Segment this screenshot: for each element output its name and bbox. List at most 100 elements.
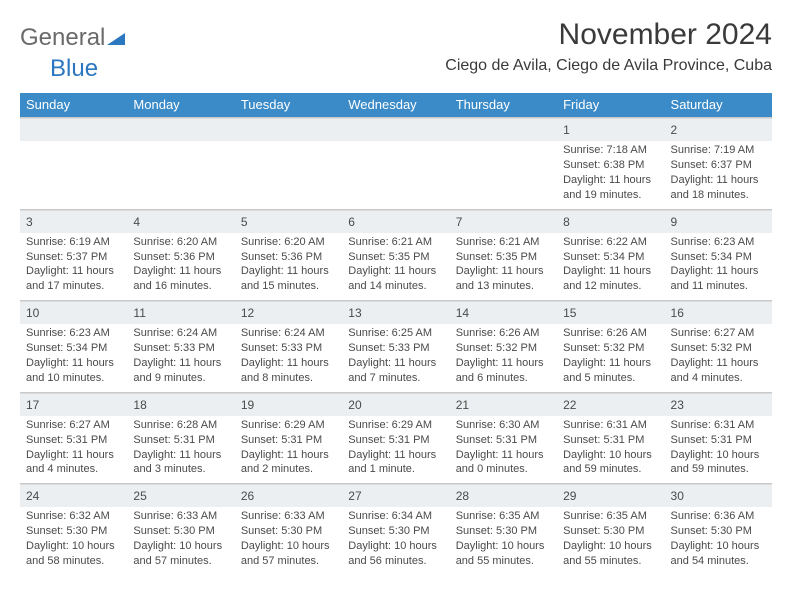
day-sunset: Sunset: 5:33 PM	[133, 341, 228, 356]
day-info: Sunrise: 6:29 AMSunset: 5:31 PMDaylight:…	[235, 416, 342, 483]
day-info: Sunrise: 6:29 AMSunset: 5:31 PMDaylight:…	[342, 416, 449, 483]
day-dl1: Daylight: 10 hours	[456, 539, 551, 554]
day-dl2: and 56 minutes.	[348, 554, 443, 569]
day-dl1: Daylight: 11 hours	[671, 173, 766, 188]
day-dl2: and 16 minutes.	[133, 279, 228, 294]
calendar-day-cell: 26Sunrise: 6:33 AMSunset: 5:30 PMDayligh…	[235, 483, 342, 575]
calendar-day-cell: 25Sunrise: 6:33 AMSunset: 5:30 PMDayligh…	[127, 483, 234, 575]
day-number: 28	[450, 484, 557, 507]
day-sunrise: Sunrise: 6:30 AM	[456, 418, 551, 433]
weekday-header-cell: Monday	[127, 93, 234, 117]
day-number: 25	[127, 484, 234, 507]
day-sunset: Sunset: 6:37 PM	[671, 158, 766, 173]
day-sunset: Sunset: 5:31 PM	[26, 433, 121, 448]
day-dl2: and 58 minutes.	[26, 554, 121, 569]
day-number: 14	[450, 301, 557, 324]
day-number: 5	[235, 210, 342, 233]
calendar-empty-cell	[450, 117, 557, 209]
day-number: 12	[235, 301, 342, 324]
day-number: 8	[557, 210, 664, 233]
weekday-header-cell: Thursday	[450, 93, 557, 117]
day-dl2: and 5 minutes.	[563, 371, 658, 386]
day-sunset: Sunset: 5:31 PM	[348, 433, 443, 448]
weekday-header-cell: Saturday	[665, 93, 772, 117]
calendar-day-cell: 22Sunrise: 6:31 AMSunset: 5:31 PMDayligh…	[557, 392, 664, 484]
day-dl2: and 8 minutes.	[241, 371, 336, 386]
day-info: Sunrise: 6:27 AMSunset: 5:32 PMDaylight:…	[665, 324, 772, 391]
day-info: Sunrise: 6:32 AMSunset: 5:30 PMDaylight:…	[20, 507, 127, 574]
day-sunset: Sunset: 5:34 PM	[563, 250, 658, 265]
day-info: Sunrise: 6:31 AMSunset: 5:31 PMDaylight:…	[665, 416, 772, 483]
day-number: 22	[557, 393, 664, 416]
day-sunset: Sunset: 5:34 PM	[26, 341, 121, 356]
calendar-day-cell: 9Sunrise: 6:23 AMSunset: 5:34 PMDaylight…	[665, 209, 772, 301]
day-sunset: Sunset: 5:35 PM	[456, 250, 551, 265]
day-info: Sunrise: 6:20 AMSunset: 5:36 PMDaylight:…	[235, 233, 342, 300]
day-info: Sunrise: 7:18 AMSunset: 6:38 PMDaylight:…	[557, 141, 664, 208]
day-sunrise: Sunrise: 6:33 AM	[241, 509, 336, 524]
day-dl1: Daylight: 10 hours	[241, 539, 336, 554]
day-info: Sunrise: 6:33 AMSunset: 5:30 PMDaylight:…	[127, 507, 234, 574]
day-dl2: and 11 minutes.	[671, 279, 766, 294]
logo-text-1: General	[20, 24, 105, 52]
day-number: 18	[127, 393, 234, 416]
day-sunrise: Sunrise: 6:29 AM	[348, 418, 443, 433]
calendar-day-cell: 17Sunrise: 6:27 AMSunset: 5:31 PMDayligh…	[20, 392, 127, 484]
calendar-day-cell: 29Sunrise: 6:35 AMSunset: 5:30 PMDayligh…	[557, 483, 664, 575]
day-sunset: Sunset: 5:31 PM	[671, 433, 766, 448]
day-dl1: Daylight: 11 hours	[456, 264, 551, 279]
calendar-week-row: 3Sunrise: 6:19 AMSunset: 5:37 PMDaylight…	[20, 209, 772, 301]
day-dl1: Daylight: 11 hours	[26, 448, 121, 463]
day-info: Sunrise: 6:30 AMSunset: 5:31 PMDaylight:…	[450, 416, 557, 483]
day-dl1: Daylight: 11 hours	[671, 264, 766, 279]
calendar-day-cell: 7Sunrise: 6:21 AMSunset: 5:35 PMDaylight…	[450, 209, 557, 301]
day-dl2: and 59 minutes.	[671, 462, 766, 477]
day-sunset: Sunset: 5:35 PM	[348, 250, 443, 265]
day-sunset: Sunset: 5:30 PM	[456, 524, 551, 539]
day-sunset: Sunset: 5:34 PM	[671, 250, 766, 265]
day-dl2: and 57 minutes.	[133, 554, 228, 569]
day-dl1: Daylight: 11 hours	[26, 356, 121, 371]
calendar-week-row: 24Sunrise: 6:32 AMSunset: 5:30 PMDayligh…	[20, 483, 772, 575]
day-number: 27	[342, 484, 449, 507]
day-number-empty	[235, 118, 342, 141]
day-sunrise: Sunrise: 6:33 AM	[133, 509, 228, 524]
day-info: Sunrise: 6:26 AMSunset: 5:32 PMDaylight:…	[557, 324, 664, 391]
day-dl1: Daylight: 11 hours	[348, 356, 443, 371]
day-dl2: and 4 minutes.	[671, 371, 766, 386]
calendar-day-cell: 21Sunrise: 6:30 AMSunset: 5:31 PMDayligh…	[450, 392, 557, 484]
day-info: Sunrise: 6:25 AMSunset: 5:33 PMDaylight:…	[342, 324, 449, 391]
day-info: Sunrise: 6:24 AMSunset: 5:33 PMDaylight:…	[127, 324, 234, 391]
day-dl2: and 18 minutes.	[671, 188, 766, 203]
logo-text-2: Blue	[50, 55, 98, 82]
calendar-week-row: 17Sunrise: 6:27 AMSunset: 5:31 PMDayligh…	[20, 392, 772, 484]
day-dl1: Daylight: 11 hours	[241, 356, 336, 371]
day-number: 17	[20, 393, 127, 416]
day-info: Sunrise: 6:27 AMSunset: 5:31 PMDaylight:…	[20, 416, 127, 483]
day-number: 16	[665, 301, 772, 324]
calendar-day-cell: 10Sunrise: 6:23 AMSunset: 5:34 PMDayligh…	[20, 300, 127, 392]
day-dl1: Daylight: 11 hours	[563, 356, 658, 371]
title-block: November 2024 Ciego de Avila, Ciego de A…	[445, 18, 772, 75]
day-info: Sunrise: 6:33 AMSunset: 5:30 PMDaylight:…	[235, 507, 342, 574]
day-dl1: Daylight: 11 hours	[348, 264, 443, 279]
day-dl1: Daylight: 10 hours	[563, 539, 658, 554]
day-sunrise: Sunrise: 6:36 AM	[671, 509, 766, 524]
day-number: 19	[235, 393, 342, 416]
day-dl2: and 55 minutes.	[456, 554, 551, 569]
day-sunrise: Sunrise: 6:22 AM	[563, 235, 658, 250]
weekday-header-cell: Sunday	[20, 93, 127, 117]
day-number: 7	[450, 210, 557, 233]
calendar-day-cell: 16Sunrise: 6:27 AMSunset: 5:32 PMDayligh…	[665, 300, 772, 392]
calendar-day-cell: 18Sunrise: 6:28 AMSunset: 5:31 PMDayligh…	[127, 392, 234, 484]
day-sunrise: Sunrise: 6:35 AM	[563, 509, 658, 524]
day-sunrise: Sunrise: 6:32 AM	[26, 509, 121, 524]
day-number-empty	[342, 118, 449, 141]
day-sunset: Sunset: 5:36 PM	[241, 250, 336, 265]
calendar-day-cell: 23Sunrise: 6:31 AMSunset: 5:31 PMDayligh…	[665, 392, 772, 484]
day-sunset: Sunset: 5:30 PM	[133, 524, 228, 539]
weekday-header-cell: Tuesday	[235, 93, 342, 117]
day-number: 1	[557, 118, 664, 141]
day-sunset: Sunset: 5:31 PM	[563, 433, 658, 448]
day-info: Sunrise: 6:28 AMSunset: 5:31 PMDaylight:…	[127, 416, 234, 483]
